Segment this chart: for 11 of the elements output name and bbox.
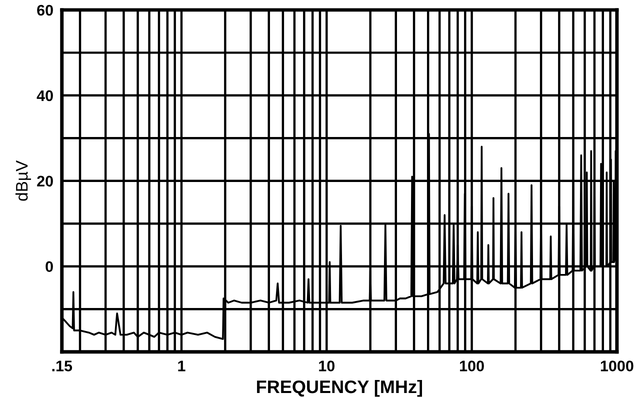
x-tick-label: 100 (460, 360, 484, 372)
x-tick-label: 1000 (600, 360, 634, 372)
y-tick-label: 40 (36, 90, 53, 102)
x-axis-title: FREQUENCY [MHz] (257, 380, 422, 397)
x-tick-label: .15 (52, 360, 72, 372)
y-tick-label: 0 (46, 261, 53, 272)
x-tick-label: 10 (319, 360, 335, 372)
y-axis-title: dBµV (15, 160, 32, 201)
y-tick-label: 20 (37, 176, 53, 187)
y-tick-label: 60 (37, 4, 53, 16)
x-tick-label: 1 (178, 360, 186, 372)
